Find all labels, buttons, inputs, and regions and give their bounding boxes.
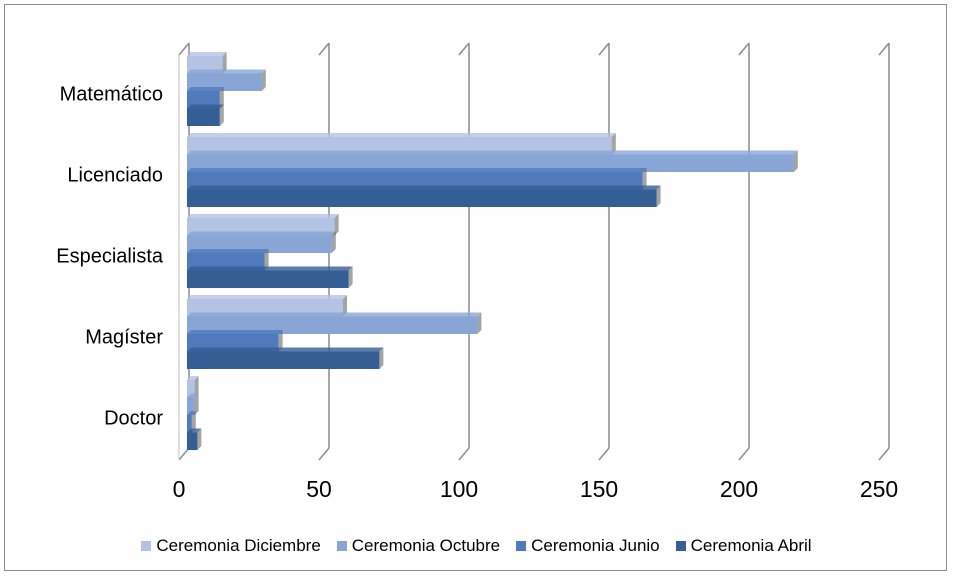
bar-ceremonia-diciembre-especialista xyxy=(187,214,339,236)
x-tick-label: 250 xyxy=(860,476,898,502)
legend-label: Ceremonia Junio xyxy=(531,536,660,555)
x-tick-label: 150 xyxy=(580,476,618,502)
bar-ceremonia-abril-magíster xyxy=(187,347,384,369)
bar-ceremonia-abril-licenciado xyxy=(187,185,661,207)
gridline xyxy=(738,42,750,461)
bar-ceremonia-abril-doctor xyxy=(187,428,202,450)
x-tick-label: 50 xyxy=(306,476,332,502)
category-label: Matemático xyxy=(60,84,163,106)
bar-ceremonia-diciembre-magíster xyxy=(187,295,347,317)
legend-label: Ceremonia Diciembre xyxy=(156,536,321,555)
gridline xyxy=(878,42,890,461)
legend-item: Ceremonia Abril xyxy=(675,536,812,556)
legend-swatch xyxy=(141,541,152,551)
category-label: Magíster xyxy=(85,327,163,349)
category-label: Doctor xyxy=(104,408,163,430)
bar-ceremonia-diciembre-licenciado xyxy=(187,133,616,155)
bar-ceremonia-junio-magíster xyxy=(187,330,283,352)
category-label: Especialista xyxy=(56,246,164,268)
x-tick-label: 100 xyxy=(440,476,478,502)
x-tick-label: 0 xyxy=(173,476,186,502)
legend-label: Ceremonia Abril xyxy=(690,536,812,555)
bar-ceremonia-junio-matemático xyxy=(187,87,224,109)
bar-ceremonia-abril-matemático xyxy=(187,104,224,126)
legend-swatch xyxy=(516,541,527,551)
bar-ceremonia-diciembre-doctor xyxy=(187,376,199,398)
legend-swatch xyxy=(336,541,347,551)
bar-ceremonia-octubre-doctor xyxy=(187,393,199,415)
chart-legend: Ceremonia Diciembre Ceremonia Octubre Cere… xyxy=(0,532,953,560)
bar-ceremonia-octubre-magíster xyxy=(187,312,482,334)
bar-ceremonia-diciembre-matemático xyxy=(187,52,227,74)
legend-item: Ceremonia Diciembre xyxy=(141,536,321,556)
legend-item: Ceremonia Octubre xyxy=(336,536,501,556)
bar-ceremonia-abril-especialista xyxy=(187,266,353,288)
bar-ceremonia-junio-licenciado xyxy=(187,168,647,190)
bar-ceremonia-junio-doctor xyxy=(187,411,196,433)
bar-ceremonia-octubre-especialista xyxy=(187,231,336,253)
chart-frame xyxy=(4,4,947,571)
legend-swatch xyxy=(675,541,686,551)
category-label: Licenciado xyxy=(67,165,163,187)
gridline xyxy=(598,42,610,461)
bar-ceremonia-octubre-licenciado xyxy=(187,150,798,172)
x-tick-label: 200 xyxy=(720,476,758,502)
legend-label: Ceremonia Octubre xyxy=(351,536,501,555)
gridline xyxy=(458,42,470,461)
legend-item: Ceremonia Junio xyxy=(516,536,660,556)
bar-ceremonia-junio-especialista xyxy=(187,249,269,271)
bar-ceremonia-octubre-matemático xyxy=(187,69,266,91)
